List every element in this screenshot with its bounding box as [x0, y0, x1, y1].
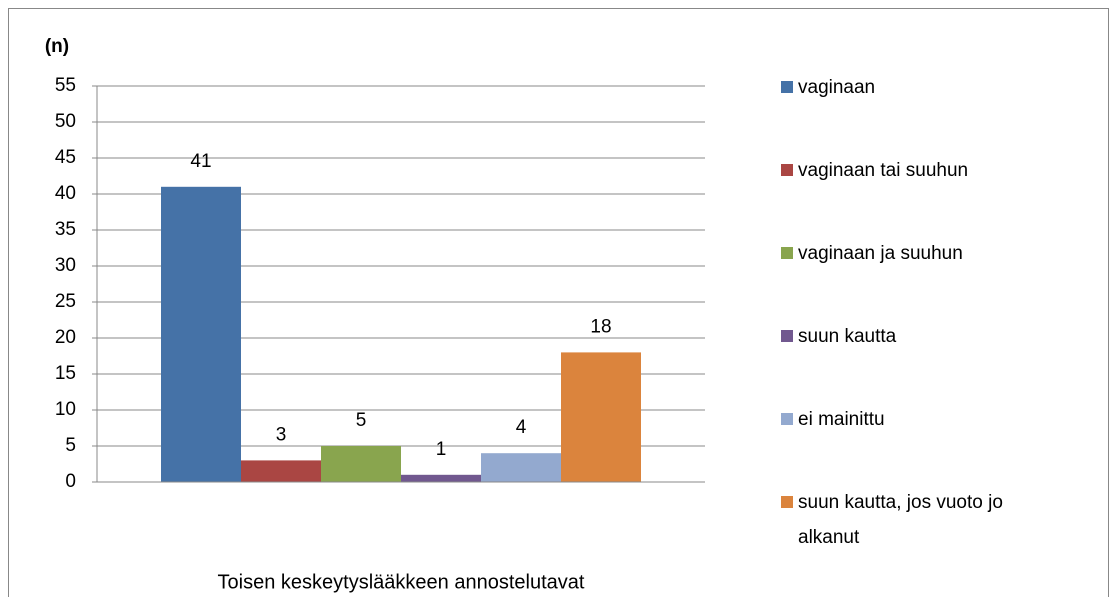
legend-item: suun kautta — [781, 319, 1071, 354]
legend-swatch — [781, 80, 793, 93]
legend-swatch — [781, 412, 793, 425]
y-tick-label: 10 — [55, 399, 76, 420]
y-tick-label: 40 — [55, 183, 76, 204]
legend-label: vaginaan tai suuhun — [798, 159, 969, 181]
value-label: 41 — [190, 151, 211, 172]
legend-swatch — [781, 329, 793, 342]
bar — [241, 460, 321, 482]
y-tick-label: 30 — [55, 255, 76, 276]
bar — [481, 453, 561, 482]
bar — [561, 352, 641, 482]
y-tick-label: 25 — [55, 291, 76, 312]
y-tick-label: 20 — [55, 327, 76, 348]
bar — [401, 474, 481, 482]
legend-label: suun kautta — [798, 325, 897, 347]
legend-label: ei mainittu — [798, 408, 885, 430]
value-label: 3 — [276, 424, 287, 445]
legend-swatch — [781, 246, 793, 259]
legend-item: ei mainittu — [781, 402, 1071, 437]
y-tick-label: 5 — [65, 435, 76, 456]
x-tick-label: Toisen keskeytyslääkkeen annostelutavat — [218, 571, 585, 593]
bar — [321, 446, 401, 482]
value-label: 5 — [356, 410, 367, 431]
legend-swatch — [781, 163, 793, 176]
y-tick-label: 45 — [55, 147, 76, 168]
value-label: 4 — [516, 417, 527, 438]
legend-swatch — [781, 495, 793, 508]
legend-item: vaginaan ja suuhun — [781, 236, 1071, 271]
chart-border — [8, 8, 1109, 597]
bar — [161, 186, 241, 483]
y-tick-label: 50 — [55, 111, 76, 132]
value-label: 1 — [436, 439, 447, 460]
legend-item: suun kautta, jos vuoto jo alkanut — [781, 485, 1071, 555]
legend-label: vaginaan ja suuhun — [798, 242, 963, 264]
y-axis-label: (n) — [45, 36, 69, 57]
legend-item: vaginaan tai suuhun — [781, 153, 1071, 188]
y-tick-label: 15 — [55, 363, 76, 384]
legend-label: suun kautta, jos vuoto jo alkanut — [798, 491, 1003, 548]
value-label: 18 — [590, 316, 611, 337]
y-tick-label: 35 — [55, 219, 76, 240]
y-tick-label: 0 — [65, 471, 76, 492]
legend-item: vaginaan — [781, 70, 1071, 105]
legend-label: vaginaan — [798, 76, 876, 98]
y-tick-label: 55 — [55, 75, 76, 96]
